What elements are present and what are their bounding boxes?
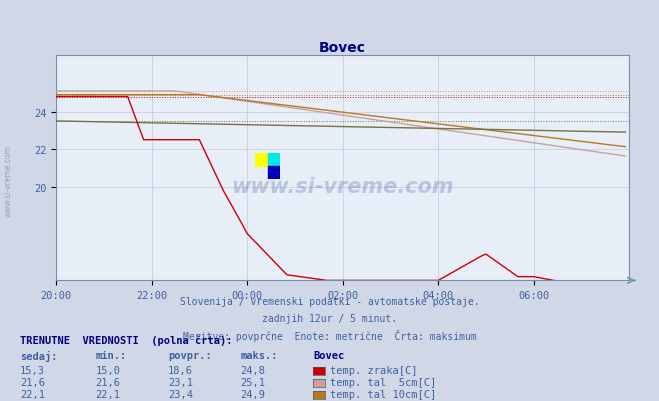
Text: Meritve: povprčne  Enote: metrične  Črta: maksimum: Meritve: povprčne Enote: metrične Črta: …: [183, 329, 476, 341]
Text: temp. tal  5cm[C]: temp. tal 5cm[C]: [330, 377, 436, 387]
Text: 15,3: 15,3: [20, 365, 45, 375]
Bar: [268, 166, 280, 180]
Text: www.si-vreme.com: www.si-vreme.com: [231, 176, 454, 196]
Text: zadnjih 12ur / 5 minut.: zadnjih 12ur / 5 minut.: [262, 313, 397, 323]
Text: 24,9: 24,9: [241, 389, 266, 399]
Text: Slovenija / vremenski podatki - avtomatske postaje.: Slovenija / vremenski podatki - avtomats…: [180, 297, 479, 307]
Text: 18,6: 18,6: [168, 365, 193, 375]
Bar: [255, 154, 268, 166]
Text: 24,8: 24,8: [241, 365, 266, 375]
Text: 23,4: 23,4: [168, 389, 193, 399]
Text: 23,1: 23,1: [168, 377, 193, 387]
Text: 22,1: 22,1: [20, 389, 45, 399]
Text: 25,1: 25,1: [241, 377, 266, 387]
Text: maks.:: maks.:: [241, 350, 278, 360]
Text: povpr.:: povpr.:: [168, 350, 212, 360]
Text: TRENUTNE  VREDNOSTI  (polna črta):: TRENUTNE VREDNOSTI (polna črta):: [20, 335, 232, 345]
Text: 21,6: 21,6: [96, 377, 121, 387]
Text: 21,6: 21,6: [20, 377, 45, 387]
Text: 22,1: 22,1: [96, 389, 121, 399]
Bar: [268, 154, 280, 166]
Text: temp. zraka[C]: temp. zraka[C]: [330, 365, 417, 375]
Text: 15,0: 15,0: [96, 365, 121, 375]
Text: temp. tal 10cm[C]: temp. tal 10cm[C]: [330, 389, 436, 399]
Text: www.si-vreme.com: www.si-vreme.com: [3, 145, 13, 216]
Text: sedaj:: sedaj:: [20, 350, 57, 361]
Text: Bovec: Bovec: [313, 350, 344, 360]
Text: min.:: min.:: [96, 350, 127, 360]
Title: Bovec: Bovec: [319, 41, 366, 55]
